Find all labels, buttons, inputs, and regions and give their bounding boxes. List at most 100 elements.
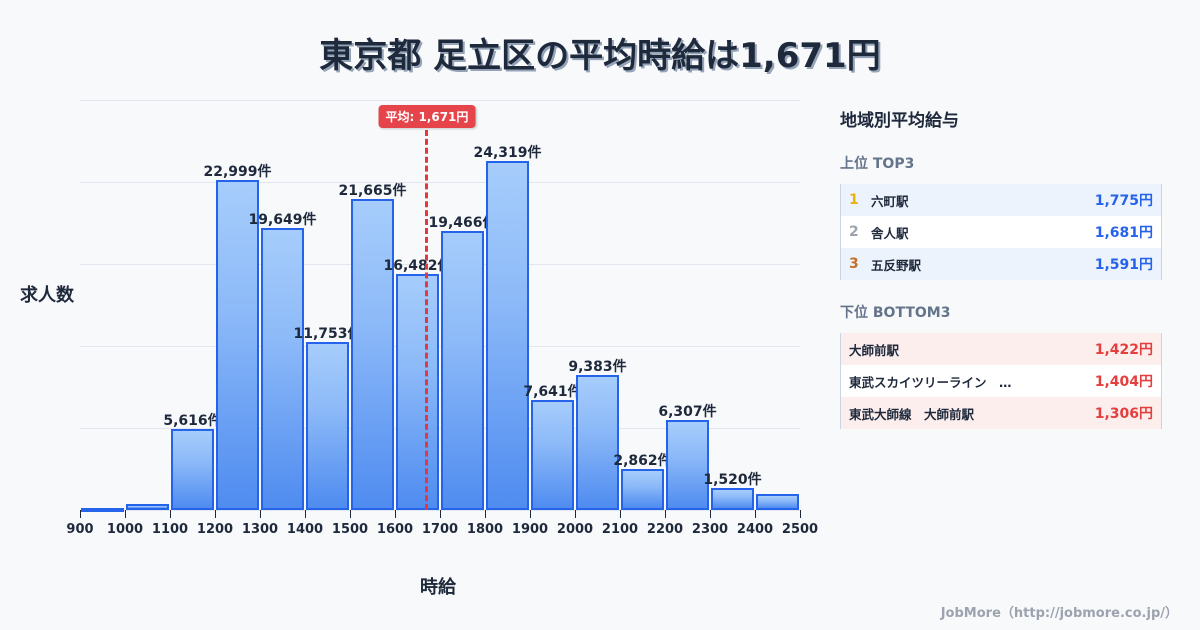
bar-value-label: 11,753件 xyxy=(293,325,362,342)
x-tick xyxy=(754,510,756,518)
x-tick-label: 900 xyxy=(66,522,94,537)
station-name: 六町駅 xyxy=(871,193,909,209)
x-tick xyxy=(259,510,261,518)
rank-row: 東武スカイツリーライン … 1,404円 xyxy=(841,365,1161,397)
x-tick xyxy=(349,510,351,518)
top-section-title: 上位 TOP3 xyxy=(840,156,915,172)
histogram-bar xyxy=(621,468,664,510)
x-tick-label: 1400 xyxy=(286,522,324,537)
x-tick xyxy=(619,510,621,518)
top-rank-list: 1 六町駅 1,775円 2 舎人駅 1,681円 3 五反野駅 1,591円 xyxy=(840,184,1162,280)
station-name: 舎人駅 xyxy=(871,225,909,241)
x-tick xyxy=(709,510,711,518)
x-tick xyxy=(394,510,396,518)
histogram-bar xyxy=(261,228,304,510)
histogram-chart: 求人数 時給 5,616件 22,999件 19,649件 11,753件 21,665… xyxy=(20,100,819,598)
x-tick-label: 2400 xyxy=(736,522,774,537)
footer-credit: JobMore（http://jobmore.co.jp/） xyxy=(940,606,1178,621)
x-tick-label: 1600 xyxy=(376,522,414,537)
x-tick xyxy=(799,510,801,518)
x-tick-label: 2500 xyxy=(781,522,819,537)
regional-salary-panel: 地域別平均給与 上位 TOP3 1 六町駅 1,775円 2 舎人駅 1,681… xyxy=(840,100,1162,429)
bar-value-label: 21,665件 xyxy=(338,183,407,200)
bar-value-label: 9,383件 xyxy=(568,359,627,376)
x-tick-label: 1900 xyxy=(511,522,549,537)
histogram-bar xyxy=(756,494,799,510)
histogram-bar xyxy=(216,180,259,510)
bar-value-label: 1,520件 xyxy=(703,472,762,489)
mean-badge: 平均: 1,671円 xyxy=(378,105,476,128)
rank-row: 3 五反野駅 1,591円 xyxy=(841,248,1161,280)
bar-value-label: 7,641件 xyxy=(523,384,582,401)
bar-value-label: 19,649件 xyxy=(248,212,317,229)
x-tick-label: 2300 xyxy=(691,522,729,537)
station-name: 五反野駅 xyxy=(871,257,922,273)
x-tick xyxy=(529,510,531,518)
x-axis-label: 時給 xyxy=(420,577,456,598)
histogram-bar xyxy=(531,400,574,510)
x-tick xyxy=(304,510,306,518)
bar-value-label: 6,307件 xyxy=(658,403,717,420)
histogram-bar xyxy=(171,429,214,510)
station-name: 東武大師線 大師前駅 xyxy=(849,406,975,422)
histogram-bar xyxy=(576,375,619,510)
page-title: 東京都 足立区の平均時給は1,671円 xyxy=(319,36,881,76)
histogram-bar xyxy=(396,273,439,510)
x-tick-label: 1200 xyxy=(196,522,234,537)
rank-row: 1 六町駅 1,775円 xyxy=(841,184,1161,216)
rank-number: 3 xyxy=(849,256,859,272)
histogram-bar xyxy=(81,508,124,512)
panel-title: 地域別平均給与 xyxy=(840,111,959,131)
gridline xyxy=(80,264,800,265)
histogram-bar xyxy=(306,341,349,510)
histogram-bar xyxy=(441,230,484,510)
x-tick xyxy=(169,510,171,518)
histogram-bar xyxy=(666,419,709,510)
x-tick-label: 1700 xyxy=(421,522,459,537)
x-tick-label: 2000 xyxy=(556,522,594,537)
rank-row: 大師前駅 1,422円 xyxy=(841,333,1161,365)
station-name: 大師前駅 xyxy=(849,342,900,358)
average-wage: 1,681円 xyxy=(1094,225,1153,241)
x-tick xyxy=(484,510,486,518)
average-wage: 1,306円 xyxy=(1094,406,1153,422)
x-tick xyxy=(124,510,126,518)
gridline xyxy=(80,100,800,101)
station-name: 東武スカイツリーライン … xyxy=(849,374,1012,390)
bar-value-label: 22,999件 xyxy=(203,164,272,181)
bar-value-label: 16,482件 xyxy=(383,257,452,274)
bar-value-label: 5,616件 xyxy=(163,413,222,430)
x-tick xyxy=(664,510,666,518)
mean-line xyxy=(425,130,429,510)
x-tick-label: 2200 xyxy=(646,522,684,537)
rank-row: 東武大師線 大師前駅 1,306円 xyxy=(841,397,1161,429)
average-wage: 1,591円 xyxy=(1094,257,1153,273)
gridline xyxy=(80,428,800,429)
x-tick xyxy=(214,510,216,518)
bar-value-label: 19,466件 xyxy=(428,214,497,231)
x-tick-label: 1000 xyxy=(106,522,144,537)
rank-number: 1 xyxy=(849,192,859,208)
x-tick xyxy=(574,510,576,518)
x-tick-label: 2100 xyxy=(601,522,639,537)
gridline xyxy=(80,182,800,183)
average-wage: 1,422円 xyxy=(1094,342,1153,358)
rank-row: 2 舎人駅 1,681円 xyxy=(841,216,1161,248)
x-tick xyxy=(79,510,81,518)
average-wage: 1,775円 xyxy=(1094,193,1153,209)
histogram-bar xyxy=(351,199,394,510)
x-tick xyxy=(439,510,441,518)
histogram-bar xyxy=(126,504,169,510)
x-tick-label: 1500 xyxy=(331,522,369,537)
y-axis-label: 求人数 xyxy=(20,285,74,306)
gridline xyxy=(80,346,800,347)
x-tick-label: 1300 xyxy=(241,522,279,537)
x-tick-label: 1800 xyxy=(466,522,504,537)
bar-value-label: 24,319件 xyxy=(473,145,542,162)
x-tick-label: 1100 xyxy=(151,522,189,537)
bottom-section-title: 下位 BOTTOM3 xyxy=(840,305,951,321)
rank-number: 2 xyxy=(849,224,859,240)
bottom-rank-list: 大師前駅 1,422円 東武スカイツリーライン … 1,404円 東武大師線 大… xyxy=(840,333,1162,429)
average-wage: 1,404円 xyxy=(1094,374,1153,390)
histogram-bar xyxy=(486,161,529,510)
